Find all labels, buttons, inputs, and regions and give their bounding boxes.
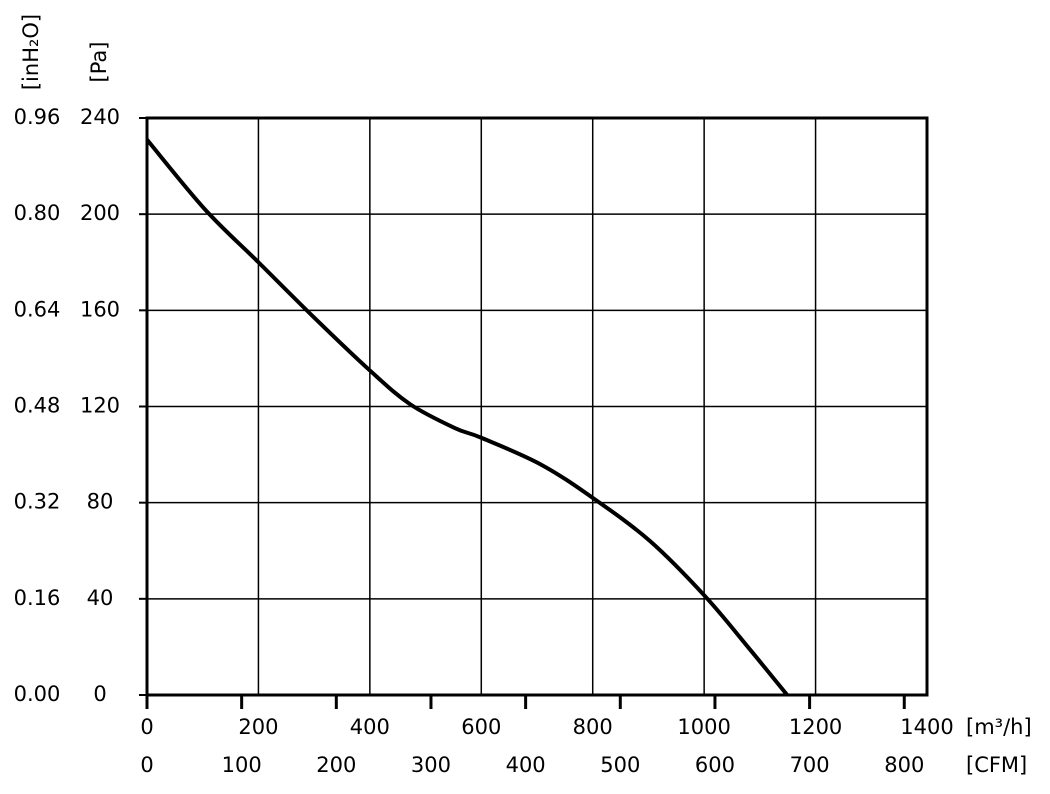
plot-frame xyxy=(145,116,929,697)
y-tick-label: 200 xyxy=(80,201,120,225)
x2-axis-label: [CFM] xyxy=(966,753,1027,777)
x2-tick-label: 600 xyxy=(695,753,735,777)
y2-tick-label: 0.48 xyxy=(14,394,61,418)
y-axis-label: [Pa] xyxy=(87,42,111,83)
y2-tick-label: 0.32 xyxy=(14,490,61,514)
y2-axis-label: [inH₂O] xyxy=(19,14,43,90)
y-tick-label: 160 xyxy=(80,297,120,321)
x2-tick-label: 0 xyxy=(140,753,153,777)
y2-tick-label: 0.00 xyxy=(14,682,61,706)
x2-tick-label: 100 xyxy=(222,753,262,777)
y-tick-label: 240 xyxy=(80,105,120,129)
x2-tick-label: 200 xyxy=(316,753,356,777)
x-tick-label: 200 xyxy=(238,715,278,739)
x2-tick-label: 800 xyxy=(884,753,924,777)
y2-tick-label: 0.96 xyxy=(14,105,61,129)
x-tick-label: 1200 xyxy=(789,715,842,739)
y-tick-label: 40 xyxy=(87,586,114,610)
y-tick-label: 0 xyxy=(93,682,106,706)
y2-tick-label: 0.16 xyxy=(14,586,61,610)
x-tick-label: 0 xyxy=(140,715,153,739)
x-axis-label: [m³/h] xyxy=(966,715,1032,739)
x-tick-label: 400 xyxy=(350,715,390,739)
x2-tick-label: 300 xyxy=(411,753,451,777)
y-tick-label: 120 xyxy=(80,394,120,418)
x-tick-label: 600 xyxy=(461,715,501,739)
y-tick-label: 80 xyxy=(87,490,114,514)
x2-tick-label: 400 xyxy=(506,753,546,777)
y2-tick-label: 0.64 xyxy=(14,297,61,321)
x2-tick-label: 700 xyxy=(790,753,830,777)
x-tick-label: 1400 xyxy=(900,715,953,739)
x-tick-label: 1000 xyxy=(677,715,730,739)
y2-tick-label: 0.80 xyxy=(14,201,61,225)
curve xyxy=(145,138,789,697)
x-tick-label: 800 xyxy=(573,715,613,739)
x2-tick-label: 500 xyxy=(600,753,640,777)
